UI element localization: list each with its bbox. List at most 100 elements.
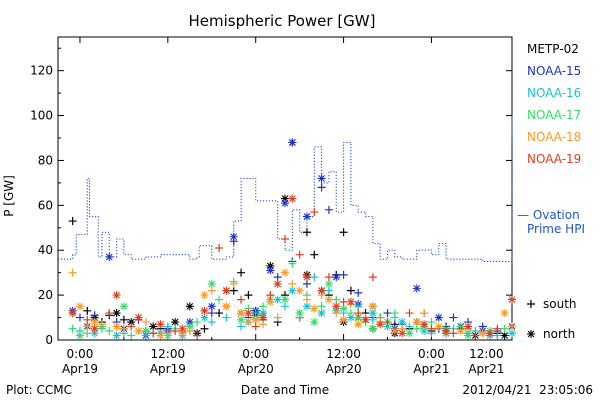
point-north [281, 295, 289, 304]
series-noaa-16 [75, 273, 516, 340]
point-south [207, 286, 216, 295]
point-south [97, 320, 106, 329]
point-north [324, 279, 333, 288]
point-south [493, 331, 502, 340]
point-south [127, 322, 136, 331]
point-south [149, 329, 158, 338]
point-south [354, 302, 363, 311]
point-north [200, 313, 209, 322]
point-south [449, 329, 458, 338]
symbol-legend-label: north [543, 327, 575, 341]
series-noaa-17 [68, 259, 509, 340]
point-south [259, 320, 268, 329]
point-south [339, 228, 348, 237]
series-noaa-19 [68, 194, 516, 340]
point-north [302, 273, 311, 282]
ovation-legend-line1: — Ovation [517, 208, 580, 222]
point-south [383, 309, 392, 318]
point-north [288, 138, 297, 147]
point-north [508, 329, 516, 338]
point-north [222, 302, 231, 311]
point-north [302, 302, 311, 311]
point-south [427, 318, 436, 327]
point-south [354, 288, 363, 297]
legend-entry: NOAA-15 [527, 64, 581, 78]
point-north [112, 309, 121, 318]
point-south [163, 329, 172, 338]
point-south [405, 322, 414, 331]
point-north [317, 286, 326, 295]
point-north [178, 329, 187, 338]
point-south [105, 309, 114, 318]
point-south [229, 279, 238, 288]
point-south [324, 205, 333, 214]
point-south [405, 309, 414, 318]
point-north [200, 306, 209, 315]
point-north [339, 304, 348, 313]
point-north [90, 318, 99, 327]
point-north [288, 286, 297, 295]
point-north [281, 194, 289, 203]
point-north [295, 309, 304, 318]
point-south [185, 327, 194, 336]
point-south [500, 324, 509, 333]
point-south [273, 313, 282, 322]
series-noaa-15 [68, 138, 516, 340]
point-north [273, 279, 282, 288]
point-north [266, 297, 275, 306]
point-north [346, 313, 355, 322]
point-north [500, 331, 509, 340]
point-north [200, 291, 209, 300]
point-south [354, 309, 363, 318]
legend-entry: NOAA-19 [527, 152, 581, 166]
point-north [266, 261, 275, 270]
point-south [383, 318, 392, 327]
point-north [390, 327, 399, 336]
point-north [486, 329, 495, 338]
point-north [112, 322, 121, 331]
point-south [310, 273, 319, 282]
point-south [324, 286, 333, 295]
point-south [339, 270, 348, 279]
point-north [75, 302, 84, 311]
point-north [368, 309, 377, 318]
point-south [171, 327, 180, 336]
point-south [412, 324, 421, 333]
point-south [215, 309, 224, 318]
point-north [112, 331, 121, 340]
point-north [310, 318, 319, 327]
footer-right: 2012/04/21 23:05:06 [462, 383, 593, 397]
y-tick-label: 120 [30, 64, 53, 78]
point-north [266, 266, 275, 275]
point-south [302, 279, 311, 288]
point-north [464, 322, 473, 331]
point-south [281, 235, 289, 243]
x-tick-time: 0:00 [418, 347, 445, 361]
point-south [68, 217, 77, 226]
point-south [471, 331, 480, 340]
point-north [317, 309, 326, 318]
point-north [361, 315, 370, 324]
plot-area: 0204060801001200:00Apr1912:00Apr190:00Ap… [30, 36, 516, 376]
point-north [273, 295, 282, 304]
point-south [449, 313, 458, 322]
point-south [324, 273, 333, 282]
y-tick-label: 100 [30, 109, 53, 123]
point-north [178, 324, 187, 333]
point-south [368, 273, 377, 282]
x-tick-date: Apr20 [326, 362, 362, 376]
point-south [288, 259, 297, 268]
point-south [288, 279, 297, 288]
point-north [339, 315, 348, 324]
point-north [368, 324, 377, 333]
point-north [207, 279, 216, 288]
y-tick-label: 60 [38, 198, 53, 212]
point-south [346, 309, 355, 318]
y-tick-label: 20 [38, 288, 53, 302]
point-north [317, 174, 326, 183]
point-north [149, 322, 158, 331]
y-tick-label: 80 [38, 153, 53, 167]
point-south [302, 228, 311, 237]
point-south [83, 315, 92, 324]
x-tick-time: 12:00 [326, 347, 361, 361]
